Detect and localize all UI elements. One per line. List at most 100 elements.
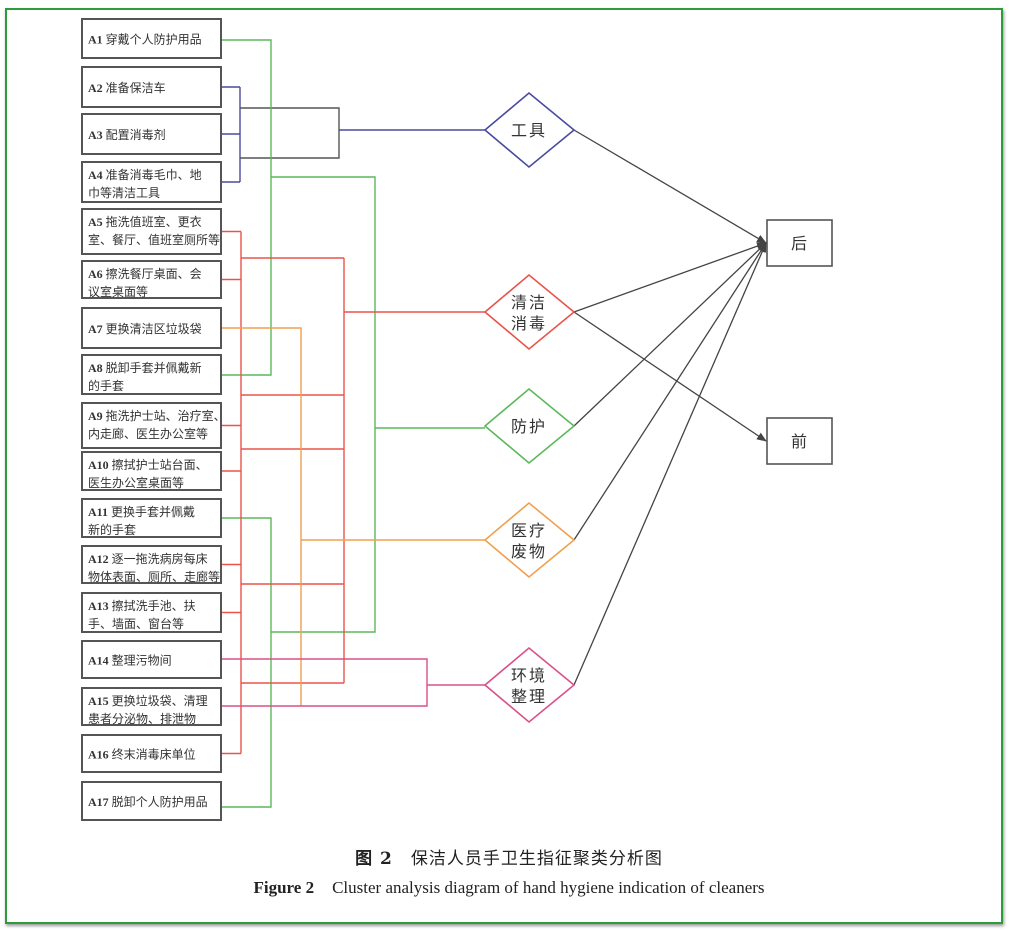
item-label: A12 逐一拖洗病房每床: [88, 551, 208, 566]
item-box-border: [81, 734, 222, 773]
item-label: 室、餐厅、值班室厕所等: [88, 232, 220, 247]
item-box-border: [81, 402, 222, 449]
item-label: 医生办公室桌面等: [88, 475, 184, 490]
arrow-tools-to-after: [573, 129, 767, 244]
item-box-a13: A13 擦拭洗手池、扶手、墙面、窗台等: [81, 592, 222, 633]
item-box-a5: A5 拖洗值班室、更衣室、餐厅、值班室厕所等: [81, 208, 222, 255]
cluster-label: 防护: [511, 417, 547, 436]
item-label: 巾等清洁工具: [88, 186, 160, 200]
cluster-label: 工具: [511, 121, 547, 140]
item-box-border: [81, 781, 222, 821]
item-box-border: [81, 545, 222, 584]
item-box-border: [81, 208, 222, 255]
item-box-a16: A16 终末消毒床单位: [81, 734, 222, 773]
arrow-clean-to-before: [573, 311, 767, 442]
tools-merge: [240, 107, 340, 159]
item-label: A16 终末消毒床单位: [88, 747, 196, 762]
item-label: A17 脱卸个人防护用品: [88, 794, 208, 809]
item-box-border: [81, 498, 222, 538]
item-box-border: [81, 18, 222, 59]
cluster-label: 废物: [511, 542, 547, 561]
diamond-shape: [483, 91, 576, 169]
outcome-box-before: 前: [766, 417, 833, 465]
item-label: 的手套: [88, 378, 124, 393]
protect-branch-b: [221, 517, 272, 808]
item-box-border: [81, 451, 222, 491]
item-label: A4 准备消毒毛巾、地: [88, 168, 202, 182]
cluster-label: 清洁: [511, 293, 547, 312]
item-box-border: [81, 161, 222, 203]
item-label: 物体表面、厕所、走廊等: [88, 569, 220, 584]
outcome-box-border: [766, 417, 833, 465]
item-box-a1: A1 穿戴个人防护用品: [81, 18, 222, 59]
outcome-label: 前: [791, 432, 807, 451]
item-label: A10 擦拭护士站台面、: [88, 457, 208, 472]
arrow-protect-to-after: [573, 242, 767, 427]
caption-cn-prefix: 图 2: [355, 849, 393, 869]
protect-merge: [271, 176, 376, 633]
arrow-env-to-after: [573, 242, 767, 686]
item-label: A6 擦洗餐厅桌面、会: [88, 266, 202, 281]
protect-branch-a: [221, 39, 272, 376]
item-label: 患者分泌物、排泄物: [88, 712, 196, 726]
item-box-a14: A14 整理污物间: [81, 640, 222, 679]
item-box-border: [81, 592, 222, 633]
item-label: 新的手套: [88, 522, 136, 537]
item-label: 内走廊、医生办公室等: [88, 426, 208, 441]
item-label: A2 准备保洁车: [88, 80, 166, 95]
cluster-diamond-tools: 工具: [483, 91, 576, 169]
item-box-a7: A7 更换清洁区垃圾袋: [81, 307, 222, 349]
item-box-a3: A3 配置消毒剂: [81, 113, 222, 155]
caption-chinese: 图 2 保洁人员手卫生指征聚类分析图: [0, 844, 1018, 869]
outcome-label: 后: [791, 234, 807, 253]
item-box-a2: A2 准备保洁车: [81, 66, 222, 108]
cluster-diamond-protect: 防护: [483, 387, 576, 465]
diamond-shape: [483, 387, 576, 465]
item-box-border: [81, 66, 222, 108]
env-branch: [221, 658, 428, 707]
item-label: A14 整理污物间: [88, 653, 172, 668]
caption-en-prefix: Figure 2: [253, 878, 315, 897]
item-label: A3 配置消毒剂: [88, 127, 166, 142]
outcome-box-border: [766, 219, 833, 267]
item-label: A1 穿戴个人防护用品: [88, 32, 202, 47]
waste-branch: [221, 327, 302, 706]
caption-en-title: Cluster analysis diagram of hand hygiene…: [332, 878, 765, 897]
arrow-clean-to-after: [573, 242, 767, 313]
caption-english: Figure 2 Cluster analysis diagram of hand…: [0, 878, 1018, 898]
item-box-border: [81, 113, 222, 155]
connector-lines: [221, 39, 485, 808]
item-box-a9: A9 拖洗护士站、治疗室、内走廊、医生办公室等: [81, 402, 226, 449]
cluster-label: 消毒: [511, 314, 547, 333]
cluster-label: 整理: [511, 687, 547, 706]
cluster-label: 环境: [511, 666, 547, 685]
item-label: A5 拖洗值班室、更衣: [88, 214, 202, 229]
item-box-border: [81, 354, 222, 395]
figure-frame: [5, 8, 1003, 924]
item-label: A8 脱卸手套并佩戴新: [88, 360, 202, 375]
item-box-border: [81, 307, 222, 349]
diamond-shape: [483, 646, 576, 724]
item-box-a10: A10 擦拭护士站台面、医生办公室桌面等: [81, 451, 222, 491]
caption-cn-title: 保洁人员手卫生指征聚类分析图: [410, 849, 663, 869]
item-label: A15 更换垃圾袋、清理: [88, 693, 208, 708]
item-label: A7 更换清洁区垃圾袋: [88, 321, 202, 336]
item-label: A11 更换手套并佩戴: [88, 504, 195, 519]
item-label: 手、墙面、窗台等: [88, 616, 184, 631]
item-box-border: [81, 687, 222, 726]
cluster-label: 医疗: [511, 521, 547, 540]
item-label: A13 擦拭洗手池、扶: [88, 598, 196, 613]
item-label: A9 拖洗护士站、治疗室、: [88, 408, 226, 423]
item-box-border: [81, 260, 222, 299]
item-label: 议室桌面等: [88, 284, 148, 299]
